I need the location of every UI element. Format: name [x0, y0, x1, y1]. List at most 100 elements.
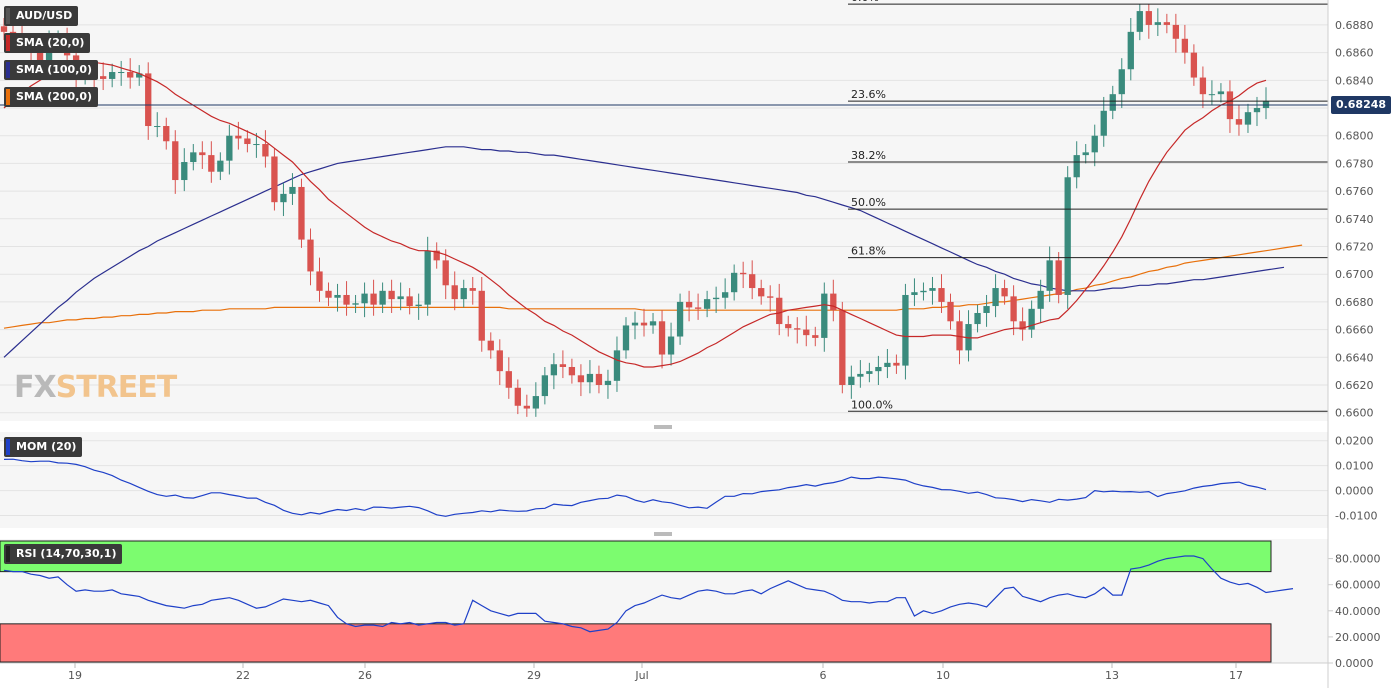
x-tick-label: 6: [820, 669, 827, 682]
fxstreet-logo: FXSTREET: [14, 370, 177, 405]
candle-body: [595, 373, 603, 385]
price-tick-label: 0.6720: [1335, 241, 1374, 254]
rsi-axis-ticks: 80.0000 60.0000 40.0000 20.0000 0.0000: [1328, 553, 1381, 670]
legend-rsi[interactable]: RSI (14,70,30,1): [4, 544, 123, 564]
candle-body: [1019, 321, 1026, 330]
candle-body: [154, 126, 161, 128]
candle-body: [974, 312, 981, 325]
candle-body: [514, 387, 521, 406]
candle-body: [712, 297, 720, 300]
candlestick-series: [0, 4, 1270, 417]
candle-body: [199, 152, 206, 156]
candle-body: [532, 396, 539, 409]
candle-body: [803, 329, 810, 336]
candle-body: [920, 290, 927, 293]
candle-body: [541, 375, 549, 397]
candle-body: [307, 239, 314, 272]
legend-sma200[interactable]: SMA (200,0): [4, 87, 99, 107]
candle-body: [613, 350, 621, 381]
momentum-axis-ticks: 0.0200 0.0100 0.0000 -0.0100: [1335, 435, 1377, 523]
candle-body: [172, 141, 179, 181]
candle-body: [235, 135, 242, 139]
rsi-tick-label: 60.0000: [1335, 579, 1381, 592]
candle-body: [415, 304, 422, 307]
candle-body: [875, 366, 882, 372]
candle-body: [451, 285, 458, 300]
candle-body: [424, 250, 431, 305]
candle-body: [731, 272, 738, 293]
candle-body: [370, 293, 377, 305]
candle-body: [893, 362, 900, 366]
candle-body: [703, 299, 711, 309]
x-tick-label: 17: [1229, 669, 1243, 682]
legend-swatch: [6, 62, 10, 78]
candle-body: [577, 375, 585, 383]
candle-body: [586, 373, 594, 383]
price-tick-label: 0.6740: [1335, 213, 1374, 226]
candle-body: [280, 193, 287, 203]
fib-level-label: 100.0%: [851, 398, 893, 411]
candle-body: [631, 322, 639, 326]
candle-body: [604, 380, 612, 385]
symbol-label[interactable]: AUD/USD: [4, 6, 79, 26]
candle-body: [127, 72, 134, 78]
candle-body: [208, 155, 215, 172]
candle-body: [812, 335, 819, 338]
candle-body: [262, 144, 269, 157]
candle-body: [316, 271, 323, 291]
legend-momentum[interactable]: MOM (20): [4, 437, 83, 457]
candle-body: [469, 288, 476, 291]
momentum-gridlines: [0, 440, 1328, 517]
candle-body: [478, 290, 485, 341]
legend-sma20-label: SMA (20,0): [16, 36, 85, 49]
legend-sma100[interactable]: SMA (100,0): [4, 60, 99, 80]
candle-body: [460, 288, 467, 300]
legend-momentum-label: MOM (20): [16, 440, 77, 453]
momentum-line-group: [3, 458, 1267, 517]
price-tick-label: 0.6660: [1335, 324, 1374, 337]
x-tick-label: 29: [527, 669, 541, 682]
candle-body: [550, 364, 558, 376]
candle-body: [523, 405, 530, 409]
candle-body: [776, 297, 783, 325]
symbol-text: AUD/USD: [16, 9, 73, 22]
candle-body: [1082, 152, 1089, 156]
candle-body: [1091, 135, 1098, 153]
price-tick-label: 0.6700: [1335, 268, 1374, 281]
candle-body: [100, 76, 107, 79]
candle-body: [857, 373, 864, 377]
candle-body: [821, 293, 828, 338]
price-tick-label: 0.6800: [1335, 130, 1374, 143]
legend-sma20[interactable]: SMA (20,0): [4, 33, 91, 53]
x-tick-label: 26: [358, 669, 372, 682]
candle-body: [767, 296, 774, 298]
candle-body: [1100, 110, 1107, 136]
candle-body: [1064, 177, 1071, 295]
candle-body: [163, 126, 170, 142]
candle-body: [1208, 94, 1216, 96]
candle-body: [109, 72, 116, 79]
price-tick-label: 0.6760: [1335, 185, 1374, 198]
candle-body: [118, 72, 125, 74]
x-tick-label: 19: [68, 669, 82, 682]
x-tick-label: 13: [1105, 669, 1119, 682]
candle-body: [181, 162, 188, 181]
legend-swatch: [6, 89, 10, 105]
x-tick-label: 22: [236, 669, 250, 682]
candle-body: [658, 321, 666, 355]
candle-body: [749, 274, 756, 289]
candle-body: [947, 301, 954, 322]
candle-body: [226, 135, 233, 161]
x-tick-label: Jul: [634, 669, 648, 682]
candle-body: [721, 292, 729, 298]
fib-level-label: 50.0%: [851, 196, 886, 209]
candle-body: [1181, 38, 1189, 53]
candle-body: [1001, 288, 1008, 297]
candle-body: [667, 336, 675, 355]
candle-body: [622, 325, 630, 351]
candle-body: [902, 294, 909, 366]
logo-part-1: FX: [14, 370, 57, 405]
x-axis-ticks: 19 22 26 29 Jul 6 10 13 17: [68, 663, 1243, 682]
price-tick-label: 0.6680: [1335, 296, 1374, 309]
candle-body: [884, 362, 891, 367]
